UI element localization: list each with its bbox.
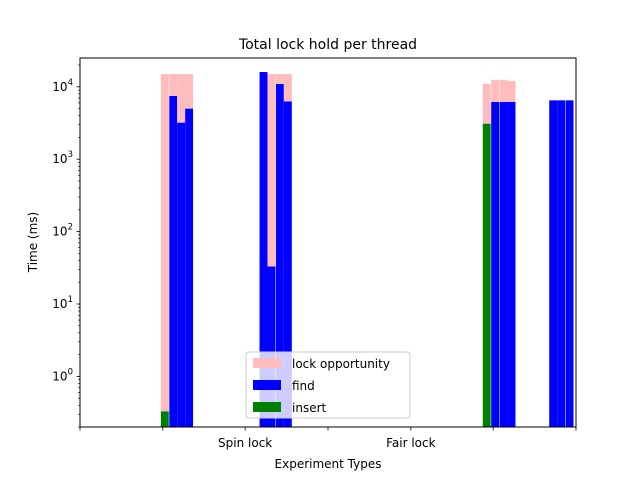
bar-find-19 — [499, 101, 508, 427]
bar-lock-opportunity-16 — [482, 83, 491, 124]
bar-lock-opportunity-7 — [185, 74, 194, 109]
legend-box — [245, 351, 411, 419]
bar-lock-opportunity-20 — [499, 79, 508, 102]
bar-find-2 — [169, 95, 178, 427]
y-tick-exponent: 4 — [68, 78, 73, 88]
bar-lock-opportunity-14 — [283, 74, 292, 102]
bar-find-6 — [185, 108, 194, 427]
bar-find-17 — [491, 101, 500, 427]
x-axis-title: Experiment Types — [275, 457, 382, 471]
bar-find-25 — [565, 100, 574, 427]
bar-find-9 — [267, 266, 276, 427]
legend-label-insert: insert — [292, 401, 327, 415]
bar-find-21 — [507, 101, 516, 427]
legend-label-lock-opportunity: lock opportunity — [292, 357, 390, 371]
bar-find-13 — [283, 101, 292, 427]
legend: lock opportunity find insert — [245, 351, 411, 419]
y-tick-exponent: 2 — [68, 223, 73, 233]
bar-lock-opportunity-1 — [160, 74, 169, 412]
bar-lock-opportunity-10 — [267, 74, 276, 267]
bar-lock-opportunity-12 — [275, 74, 284, 84]
bar-find-11 — [275, 83, 284, 427]
bar-lock-opportunity-3 — [169, 74, 178, 96]
bar-find-24 — [557, 100, 566, 427]
legend-swatch-find — [253, 380, 281, 390]
bar-insert-0 — [160, 411, 169, 427]
x-tick-label: Fair lock — [386, 436, 436, 450]
legend-label-find: find — [292, 379, 315, 393]
y-tick-exponent: 3 — [68, 150, 73, 160]
bar-find-8 — [259, 72, 268, 427]
y-axis-title: Time (ms) — [26, 212, 40, 274]
legend-swatch-insert — [253, 402, 281, 412]
y-tick-exponent: 1 — [68, 295, 73, 305]
bar-find-23 — [549, 100, 558, 427]
x-axis: Spin lock Fair lock — [79, 427, 577, 450]
bar-lock-opportunity-5 — [177, 74, 186, 123]
legend-swatch-lock-opportunity — [253, 358, 281, 368]
y-tick-exponent: 0 — [68, 367, 73, 377]
bar-insert-15 — [482, 123, 491, 427]
x-tick-label: Spin lock — [218, 436, 272, 450]
chart-title: Total lock hold per thread — [238, 37, 417, 53]
bars-layer — [160, 72, 574, 427]
bar-find-4 — [177, 122, 186, 427]
bar-lock-opportunity-22 — [507, 81, 516, 102]
bar-lock-opportunity-18 — [491, 79, 500, 102]
